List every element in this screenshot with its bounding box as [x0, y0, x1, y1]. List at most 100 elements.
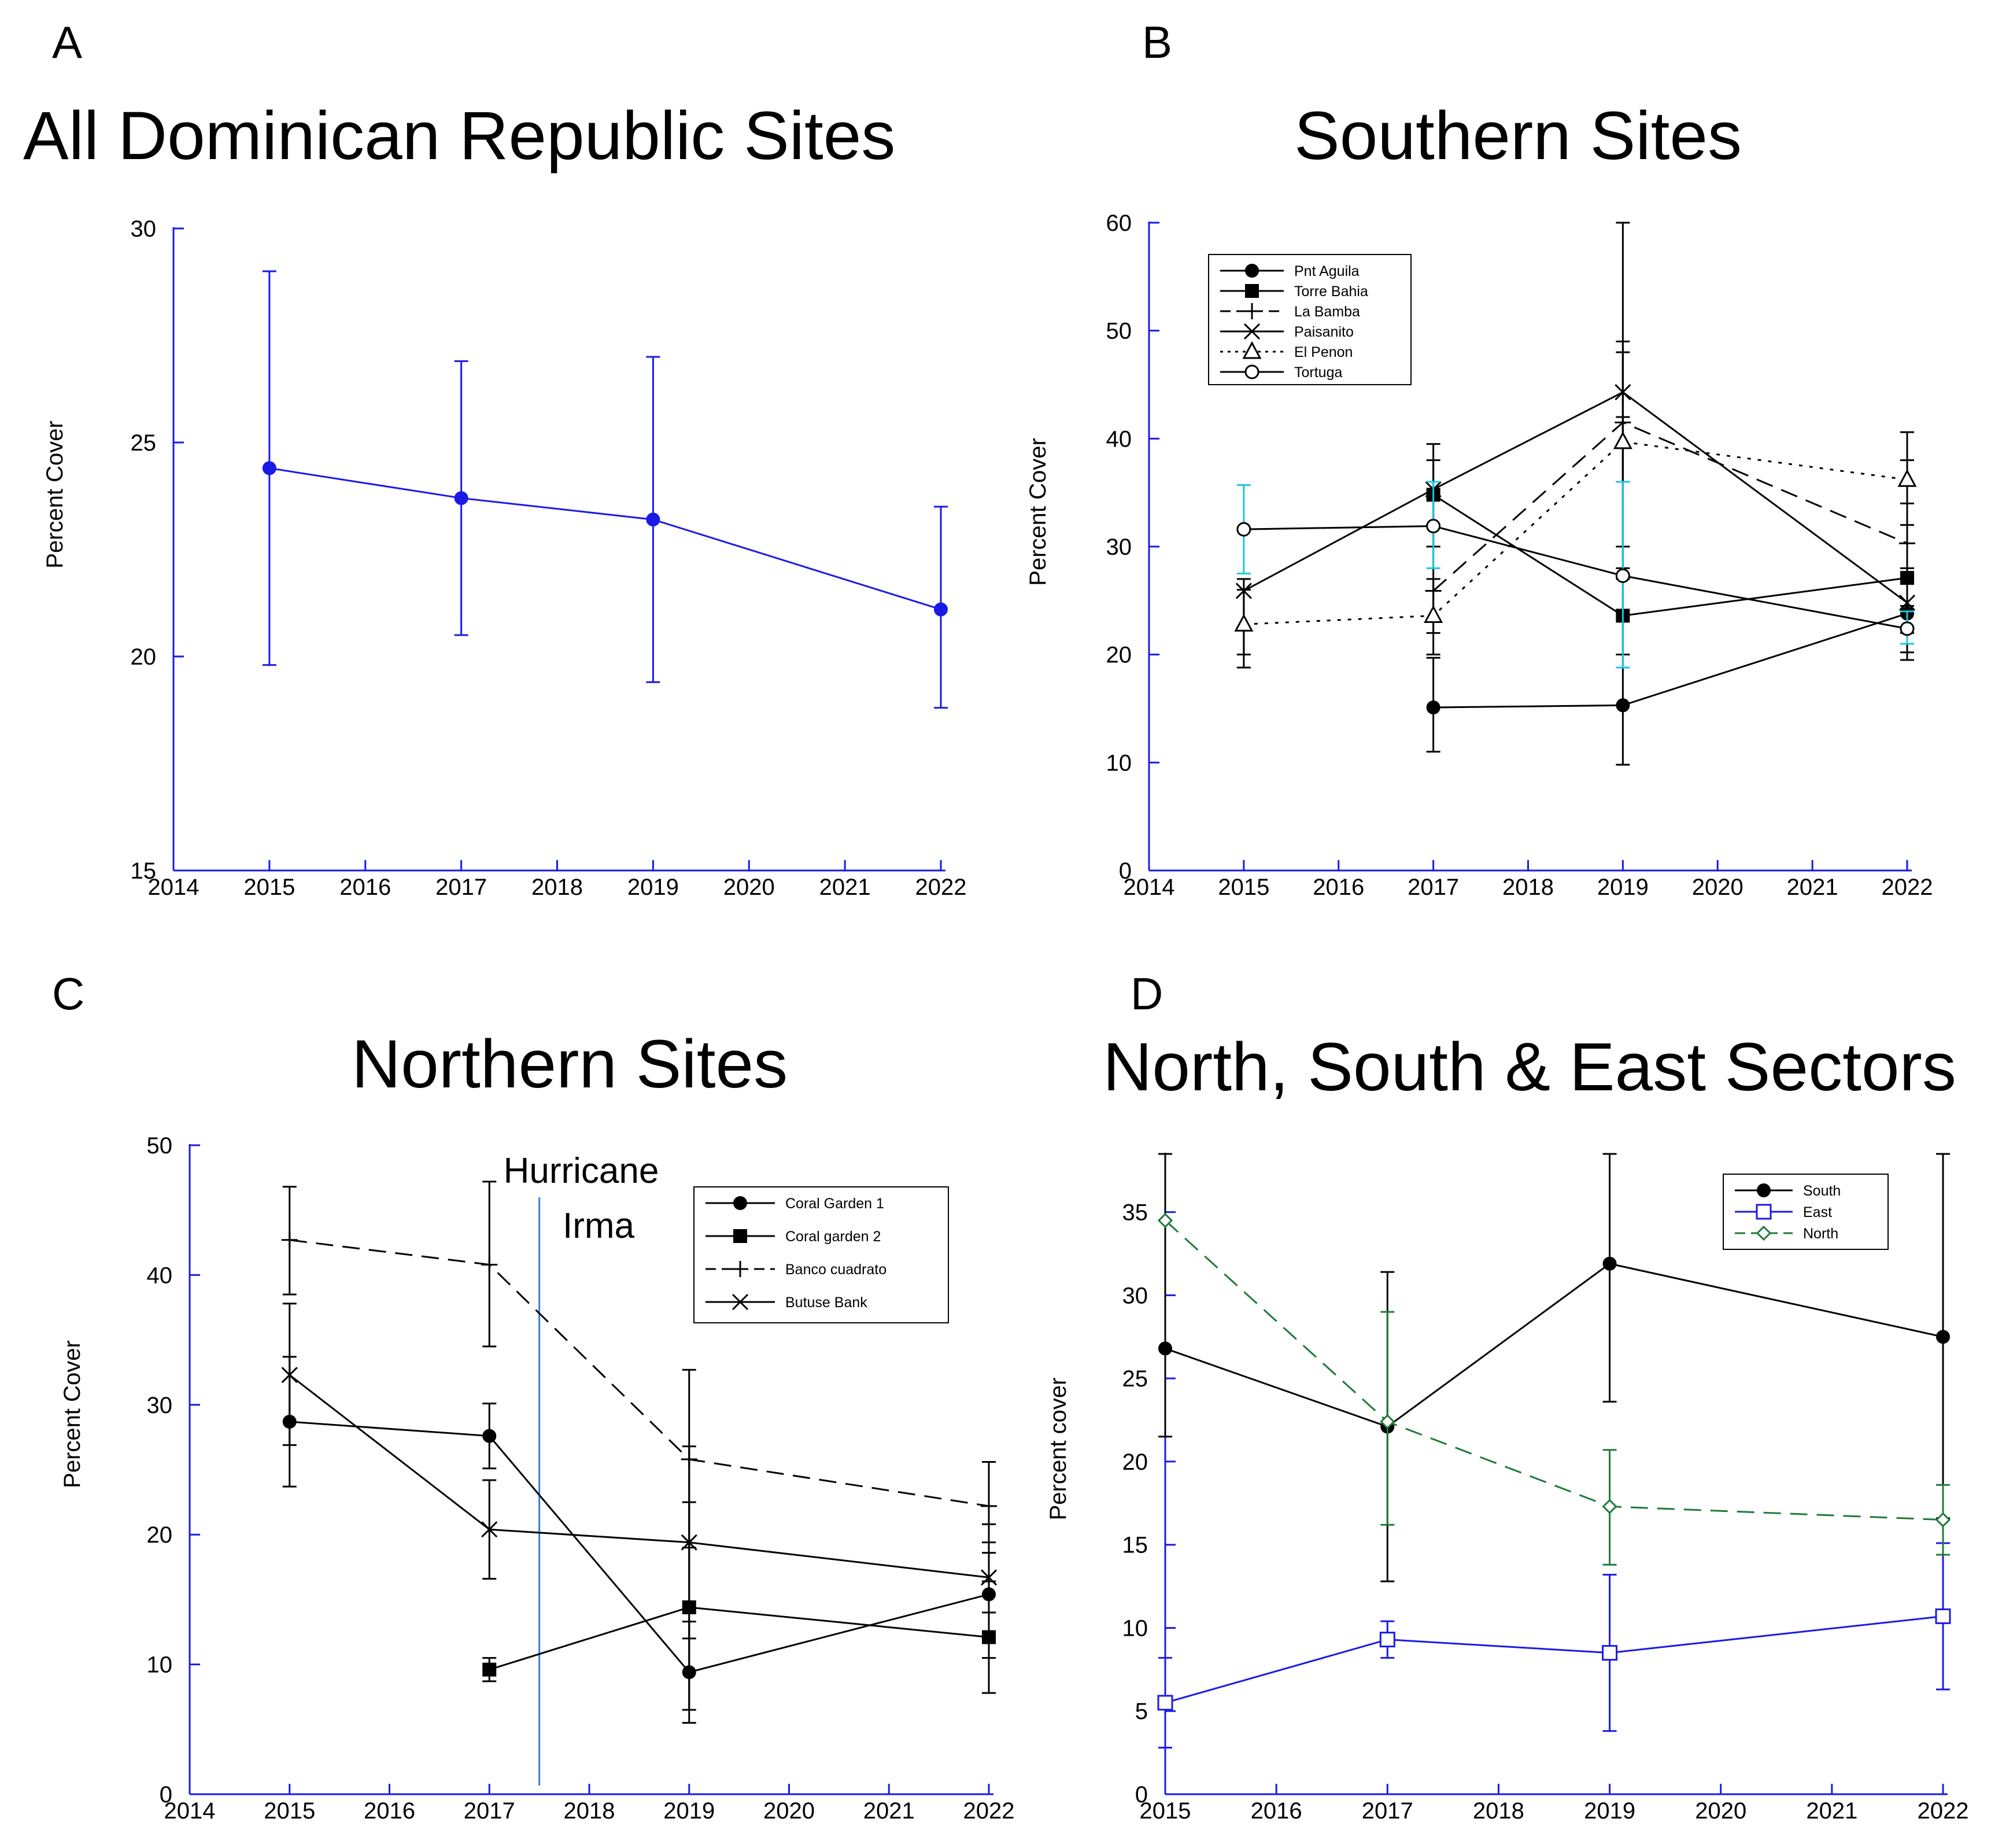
panel-a-plot: 2014 2015 2016 2017 2018 2019 2020 2021 2022 15 20… [131, 216, 967, 900]
series-el-penon [1234, 416, 1917, 656]
panel-d-plot: 2015 2016 2017 2018 2019 2020 2021 2022 0 5 10 15 20… [1122, 1153, 1968, 1824]
panel-c-x-tick-label: 2022 [963, 1798, 1015, 1824]
panel-c-x-tick-label: 2016 [364, 1798, 415, 1824]
panel-b-y-tick-label: 10 [1106, 750, 1132, 776]
data-point-butuse-bank [980, 1569, 998, 1586]
panel-a-x-tick-label: 2018 [531, 875, 583, 900]
panel-d-x-tick-label: 2018 [1473, 1798, 1524, 1824]
panel-b-title: Southern Sites [1294, 98, 1742, 174]
series-coral-garden-2 [482, 1501, 996, 1711]
legend-marker-la-bamba [1244, 303, 1260, 319]
data-point-coral-garden-2 [982, 1630, 996, 1644]
data-point-south [1158, 1341, 1172, 1356]
series-line-butuse-bank [289, 1374, 989, 1578]
legend-label-butuse-bank: Butuse Bank [785, 1294, 867, 1311]
series-line-tortuga [1243, 525, 1908, 630]
panel-b-x-tick-label: 2021 [1787, 875, 1838, 900]
panel-c-ylabel: Percent Cover [60, 1340, 85, 1488]
data-point-tortuga [1236, 522, 1251, 537]
legend-label-south: South [1803, 1183, 1841, 1199]
legend-label-la-bamba: La Bamba [1294, 304, 1360, 320]
legend-marker-el-penon [1242, 341, 1262, 359]
annotation-hurricane: Hurricane [504, 1151, 659, 1191]
legend-marker-coral-garden-2 [733, 1229, 747, 1243]
legend-marker-pnt-aguila [1245, 264, 1259, 278]
panel-b-y-tick-label: 50 [1106, 319, 1132, 344]
legend-marker-north [1756, 1225, 1772, 1241]
data-point-el-penon [1234, 614, 1254, 632]
data-point-north [1935, 1512, 1951, 1528]
data-point-butuse-bank [481, 1521, 498, 1538]
series-torre-bahia [1426, 431, 1914, 661]
legend-label-coral-garden-2: Coral garden 2 [785, 1229, 881, 1245]
panel-b-x-tick-label: 2015 [1218, 875, 1269, 900]
legend-label-pnt-aguila: Pnt Aguila [1294, 263, 1360, 279]
data-point-east [1935, 1608, 1951, 1624]
panel-d-y-tick-label: 15 [1122, 1533, 1148, 1558]
panel-d-ylabel: Percent cover [1046, 1378, 1071, 1521]
panel-d-legend: South East North [1723, 1174, 1889, 1250]
panel-a-x-tick-label: 2021 [819, 875, 871, 900]
panel-d-title: North, South & East Sectors [1103, 1029, 1956, 1105]
panel-a-ylabel: Percent Cover [42, 420, 68, 569]
series-butuse-bank [281, 1303, 998, 1640]
data-point-banco-cuadrato [281, 1231, 298, 1248]
data-point-butuse-bank [281, 1367, 298, 1384]
panel-c-y-tick-label: 50 [147, 1133, 173, 1159]
panel-a-x-tick-label: 2022 [915, 875, 967, 900]
series-south [1158, 1153, 1950, 1583]
panel-d: D North, South & East Sectors Percent co… [1046, 968, 1968, 1824]
panel-c-y-tick-label: 0 [160, 1782, 172, 1808]
panel-b-x-tick-label: 2020 [1692, 875, 1743, 900]
panel-b-x-tick-label: 2014 [1124, 875, 1175, 900]
data-point-tortuga [1615, 568, 1630, 583]
panel-b-legend-box [1208, 254, 1412, 385]
panel-a-x-tick-label: 2016 [339, 875, 391, 900]
data-point-coral-garden-2 [482, 1662, 497, 1677]
panel-a-x-tick-label: 2015 [243, 875, 295, 900]
panel-b-x-tick-label: 2017 [1408, 875, 1459, 900]
data-point-all-sites [646, 512, 660, 527]
series-line-north [1164, 1219, 1944, 1521]
panel-c-x-tick-label: 2017 [464, 1798, 515, 1824]
legend-marker-tortuga [1244, 364, 1259, 379]
data-point-north [1602, 1499, 1617, 1514]
series-all-sites [262, 270, 948, 709]
legend-label-east: East [1803, 1204, 1832, 1220]
panel-c-legend: Coral Garden 1 Coral garden 2 Banco cuadra… [693, 1186, 949, 1323]
panel-a: A All Dominican Republic Sites Percent C… [23, 17, 966, 900]
data-point-east [1379, 1632, 1395, 1648]
panel-c: C Northern Sites Percent Cover Hurricane… [52, 968, 1014, 1824]
panel-c-y-tick-label: 10 [147, 1652, 173, 1678]
panel-c-title: Northern Sites [352, 1026, 788, 1102]
legend-label-paisanito: Paisanito [1294, 324, 1354, 340]
panel-b-y-tick-label: 30 [1106, 534, 1132, 560]
panel-a-x-tick-label: 2014 [148, 875, 200, 900]
panel-a-x-tick-label: 2019 [627, 875, 679, 900]
panel-d-x-tick-label: 2020 [1695, 1798, 1746, 1824]
panel-a-title: All Dominican Republic Sites [23, 98, 895, 174]
panel-b-y-tick-label: 0 [1119, 858, 1132, 884]
panel-d-y-tick-label: 5 [1135, 1699, 1148, 1724]
data-point-paisanito [1898, 595, 1916, 611]
legend-marker-banco-cuadrato [732, 1261, 748, 1277]
panel-d-y-tick-label: 25 [1122, 1366, 1148, 1392]
panel-b-x-tick-label: 2022 [1882, 875, 1933, 900]
data-point-paisanito [1615, 384, 1631, 401]
panel-c-x-tick-label: 2020 [763, 1798, 815, 1824]
panel-b-plot: 2014 2015 2016 2017 2018 2019 2020 2021 2022 0 10 2… [1106, 211, 1933, 900]
data-point-all-sites [262, 461, 276, 475]
panel-d-y-tick-label: 30 [1122, 1283, 1148, 1308]
data-point-east [1157, 1695, 1173, 1711]
panel-c-x-tick-label: 2019 [663, 1798, 715, 1824]
panel-b-y-tick-label: 20 [1106, 643, 1132, 668]
panel-c-y-tick-label: 20 [147, 1522, 173, 1548]
data-point-tortuga [1426, 519, 1441, 534]
panel-c-plot: 2014 2015 2016 2017 2018 2019 2020 2021 2022 0 10 2… [147, 1133, 1015, 1824]
panel-b-x-tick-label: 2019 [1597, 875, 1649, 900]
panel-c-x-tick-label: 2015 [264, 1798, 315, 1824]
panel-d-x-tick-label: 2021 [1806, 1798, 1857, 1824]
data-point-el-penon [1613, 431, 1632, 449]
legend-marker-paisanito [1243, 323, 1261, 340]
data-point-la-bamba [1899, 535, 1915, 552]
